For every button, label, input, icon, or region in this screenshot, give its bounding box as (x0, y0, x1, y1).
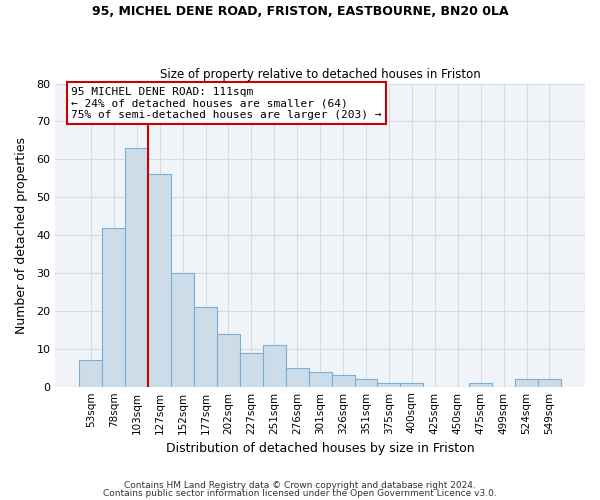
Bar (400, 383, 424, 386)
Bar (377, 383, 400, 386)
Text: 95, MICHEL DENE ROAD, FRISTON, EASTBOURNE, BN20 0LA: 95, MICHEL DENE ROAD, FRISTON, EASTBOURN… (92, 5, 508, 18)
Text: Contains HM Land Registry data © Crown copyright and database right 2024.: Contains HM Land Registry data © Crown c… (124, 481, 476, 490)
Text: 95 MICHEL DENE ROAD: 111sqm
← 24% of detached houses are smaller (64)
75% of sem: 95 MICHEL DENE ROAD: 111sqm ← 24% of det… (71, 86, 382, 120)
Bar (171, 273, 194, 386)
Y-axis label: Number of detached properties: Number of detached properties (15, 136, 28, 334)
X-axis label: Distribution of detached houses by size in Friston: Distribution of detached houses by size … (166, 442, 475, 455)
Bar (148, 174, 171, 386)
Bar (103, 228, 125, 386)
Bar (194, 307, 217, 386)
Bar (125, 148, 148, 386)
Text: Contains public sector information licensed under the Open Government Licence v3: Contains public sector information licen… (103, 488, 497, 498)
Bar (79, 360, 103, 386)
Bar (217, 334, 240, 386)
Bar (308, 372, 332, 386)
Bar (263, 345, 286, 387)
Bar (538, 379, 561, 386)
Bar (286, 368, 308, 386)
Bar (469, 383, 492, 386)
Title: Size of property relative to detached houses in Friston: Size of property relative to detached ho… (160, 68, 481, 81)
Bar (332, 376, 355, 386)
Bar (515, 379, 538, 386)
Bar (240, 352, 263, 386)
Bar (355, 379, 377, 386)
